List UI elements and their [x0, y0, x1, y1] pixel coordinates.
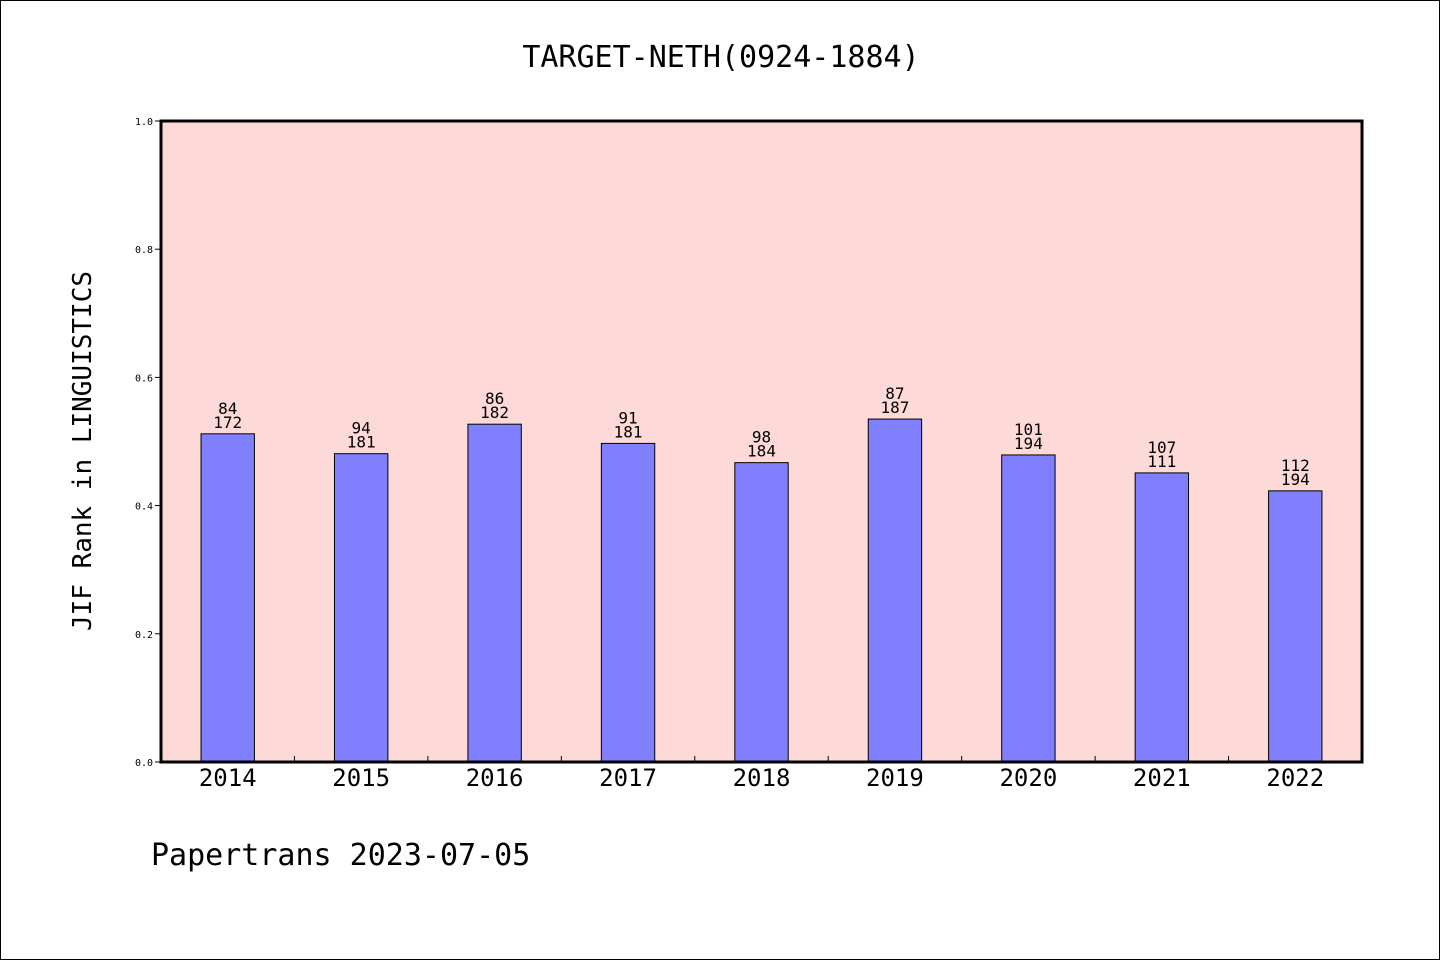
x-axis: 2014 2015 2016 2017 2018 2019 2020 2021 2022	[199, 756, 1324, 792]
x-tick-label: 2015	[332, 764, 390, 792]
bar-rank-label: 87	[885, 384, 904, 403]
bar-rank-label: 84	[218, 399, 237, 418]
x-tick-label: 2020	[999, 764, 1057, 792]
bar	[467, 423, 522, 763]
bar	[867, 418, 923, 763]
bar-rank-label: 98	[752, 428, 771, 447]
bar	[200, 433, 255, 763]
bar-rank-label: 86	[485, 389, 504, 408]
bar-total-label: 172	[213, 413, 242, 432]
bar-total-label: 187	[880, 398, 909, 417]
y-tick-label: 0.8	[135, 245, 153, 256]
bar-total-label: 194	[1014, 434, 1043, 453]
y-axis-label: JIF Rank in LINGUISTICS	[68, 271, 98, 631]
bar-total-label: 181	[347, 433, 376, 452]
bar-rank-label: 91	[618, 408, 637, 427]
x-tick-label: 2014	[199, 764, 257, 792]
bar	[1001, 454, 1056, 763]
bar-total-label: 181	[614, 422, 643, 441]
x-tick-label: 2022	[1266, 764, 1324, 792]
bar-total-label: 194	[1281, 470, 1310, 489]
bar-rank-label: 101	[1014, 420, 1043, 439]
bar-total-label: 182	[480, 403, 509, 422]
x-tick-label: 2016	[466, 764, 524, 792]
y-tick-label: 0.6	[135, 373, 153, 384]
x-tick-label: 2019	[866, 764, 924, 792]
y-tick-label: 0.2	[135, 630, 153, 641]
plot-border	[159, 119, 1364, 764]
bar-rank-label: 112	[1281, 456, 1310, 475]
bar	[1134, 472, 1190, 763]
x-tick-label: 2018	[733, 764, 791, 792]
chart-title: TARGET-NETH(0924-1884)	[522, 40, 919, 75]
bar-total-label: 184	[747, 442, 776, 461]
bar-total-label: 111	[1147, 452, 1176, 471]
bar	[600, 442, 656, 763]
y-tick-label: 0.4	[135, 502, 153, 513]
bar	[1268, 490, 1323, 763]
footer-text: Papertrans 2023-07-05	[151, 838, 530, 873]
bar-rank-label: 94	[352, 419, 371, 438]
x-tick-label: 2017	[599, 764, 657, 792]
bar-rank-label: 107	[1147, 438, 1176, 457]
bar	[333, 453, 389, 763]
y-tick-label: 0.0	[135, 758, 153, 769]
y-tick-label: 1.0	[135, 117, 153, 128]
y-axis: 0.0 0.2 0.4 0.6 0.8 1.0	[135, 117, 161, 769]
x-tick-label: 2021	[1133, 764, 1191, 792]
bar-series	[200, 418, 1323, 763]
bar	[734, 462, 789, 763]
